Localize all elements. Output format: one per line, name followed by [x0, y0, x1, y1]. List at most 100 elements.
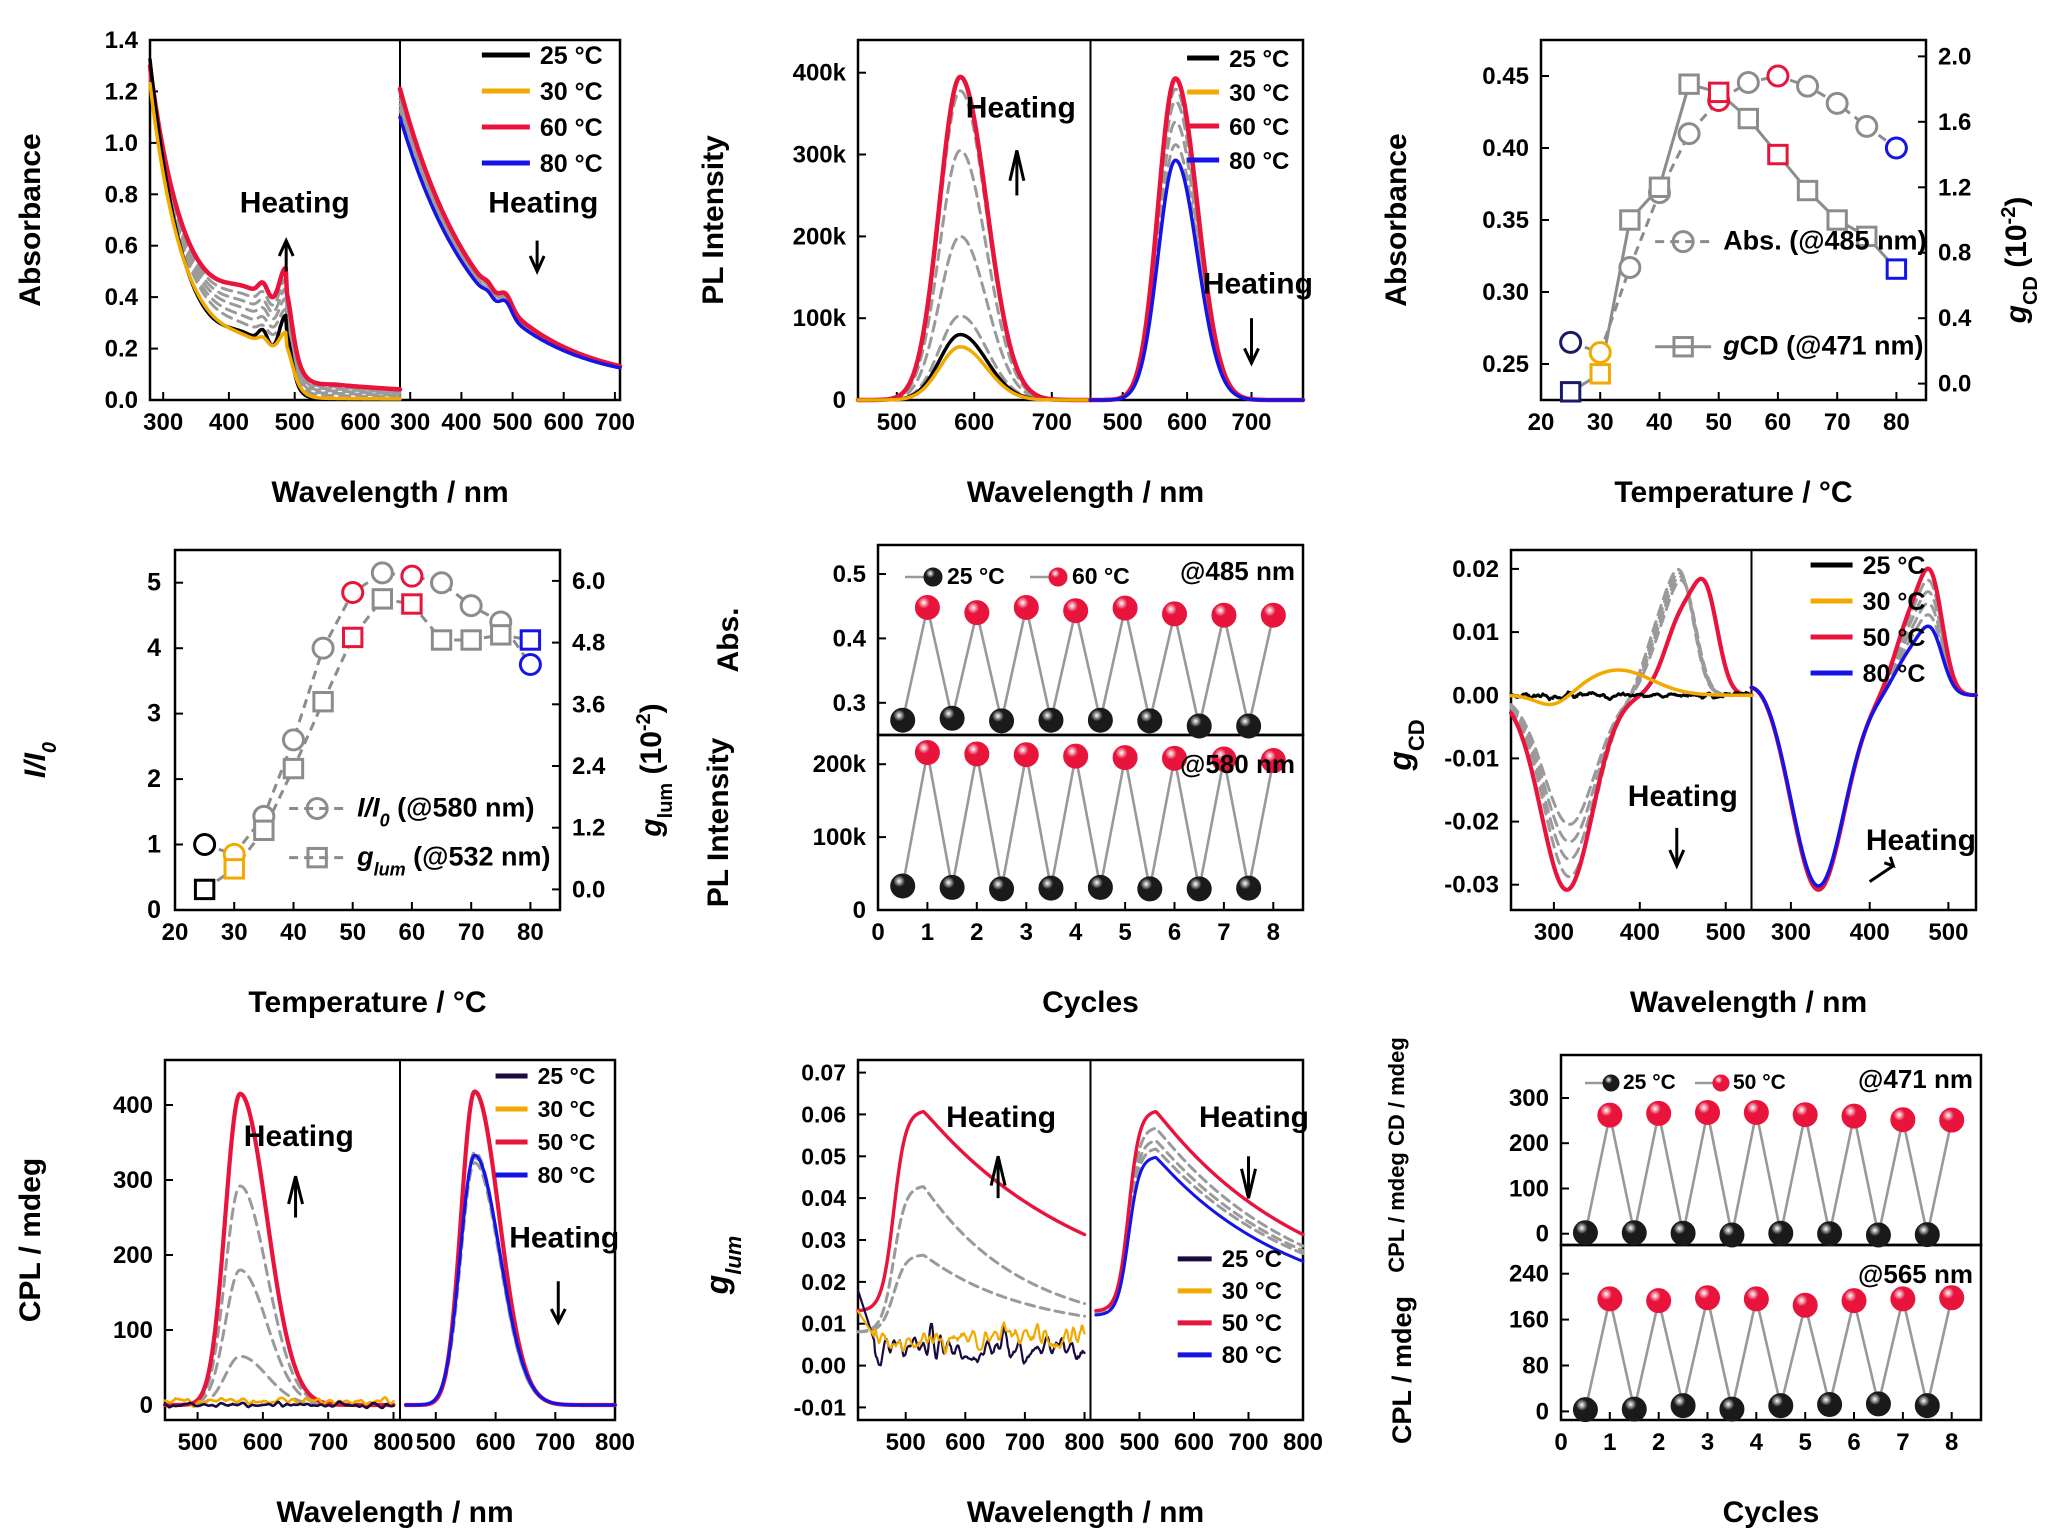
svg-text:400: 400 [209, 409, 249, 436]
svg-text:700: 700 [1231, 409, 1271, 436]
svg-text:70: 70 [1824, 409, 1851, 436]
svg-text:0: 0 [147, 896, 161, 924]
svg-text:600: 600 [476, 1429, 516, 1456]
svg-text:CPL / mdeg: CPL / mdeg [14, 1158, 47, 1322]
svg-text:500: 500 [493, 409, 533, 436]
svg-text:100: 100 [113, 1317, 153, 1344]
svg-text:Heating: Heating [1628, 780, 1738, 813]
svg-text:-0.01: -0.01 [794, 1394, 847, 1420]
svg-text:60 °C: 60 °C [540, 114, 603, 142]
svg-text:300: 300 [1509, 1085, 1549, 1112]
svg-text:0: 0 [1536, 1398, 1549, 1425]
svg-text:0: 0 [1554, 1429, 1567, 1456]
svg-text:6: 6 [1847, 1429, 1860, 1456]
svg-text:80: 80 [1522, 1353, 1549, 1380]
svg-text:700: 700 [308, 1429, 348, 1456]
svg-text:0.00: 0.00 [1452, 682, 1499, 709]
svg-text:1.2: 1.2 [105, 78, 138, 105]
svg-text:0.30: 0.30 [1482, 279, 1529, 306]
svg-text:0.35: 0.35 [1482, 207, 1529, 234]
svg-text:200: 200 [113, 1242, 153, 1269]
svg-text:0.0: 0.0 [572, 876, 605, 903]
svg-text:0.00: 0.00 [801, 1353, 846, 1379]
svg-text:gCD (@471 nm): gCD (@471 nm) [1722, 331, 1923, 361]
svg-text:80 °C: 80 °C [538, 1162, 596, 1188]
svg-text:5: 5 [147, 569, 161, 597]
svg-text:800: 800 [373, 1429, 413, 1456]
svg-text:500: 500 [877, 409, 917, 436]
svg-text:25 °C: 25 °C [1222, 1246, 1282, 1273]
svg-text:@471 nm: @471 nm [1858, 1064, 1973, 1094]
svg-text:600: 600 [340, 409, 380, 436]
svg-text:800: 800 [1283, 1429, 1323, 1456]
svg-text:0.0: 0.0 [1938, 371, 1971, 398]
svg-text:2: 2 [147, 765, 161, 793]
svg-text:80 °C: 80 °C [540, 150, 603, 178]
svg-text:0.45: 0.45 [1482, 63, 1529, 90]
svg-text:700: 700 [595, 409, 635, 436]
svg-text:50: 50 [339, 919, 366, 946]
svg-text:50 °C: 50 °C [538, 1129, 596, 1155]
svg-text:60: 60 [1765, 409, 1792, 436]
svg-text:600: 600 [544, 409, 584, 436]
svg-text:0.04: 0.04 [801, 1185, 846, 1211]
svg-text:2: 2 [970, 919, 983, 946]
svg-text:3: 3 [1020, 919, 1033, 946]
svg-text:Wavelength / nm: Wavelength / nm [1630, 986, 1867, 1019]
svg-text:240: 240 [1509, 1261, 1549, 1288]
svg-text:300: 300 [113, 1167, 153, 1194]
svg-text:@485 nm: @485 nm [1180, 556, 1295, 586]
svg-text:Heating: Heating [488, 186, 598, 219]
svg-text:0.5: 0.5 [833, 561, 866, 588]
svg-text:700: 700 [1032, 409, 1072, 436]
svg-text:Heating: Heating [966, 92, 1076, 125]
svg-text:-0.03: -0.03 [1444, 872, 1499, 899]
svg-text:800: 800 [595, 1429, 635, 1456]
svg-text:Temperature / °C: Temperature / °C [1614, 476, 1852, 509]
svg-text:200: 200 [1509, 1130, 1549, 1157]
svg-text:80 °C: 80 °C [1863, 660, 1926, 688]
svg-text:80 °C: 80 °C [1222, 1342, 1282, 1369]
svg-text:500: 500 [416, 1429, 456, 1456]
svg-text:Absorbance: Absorbance [14, 133, 47, 306]
svg-text:300: 300 [390, 409, 430, 436]
svg-text:400: 400 [1850, 919, 1890, 946]
svg-text:25 °C: 25 °C [1863, 552, 1926, 580]
svg-text:1: 1 [921, 919, 934, 946]
svg-text:300k: 300k [793, 142, 847, 169]
svg-text:0.8: 0.8 [1938, 240, 1971, 267]
svg-text:0.07: 0.07 [801, 1060, 846, 1086]
svg-text:0.8: 0.8 [105, 181, 138, 208]
svg-text:500: 500 [886, 1429, 926, 1456]
svg-text:1: 1 [1603, 1429, 1616, 1456]
svg-text:0.0: 0.0 [105, 387, 138, 414]
svg-text:0: 0 [1536, 1221, 1549, 1248]
svg-text:600: 600 [945, 1429, 985, 1456]
svg-text:800: 800 [1064, 1429, 1104, 1456]
svg-text:100: 100 [1509, 1176, 1549, 1203]
svg-text:8: 8 [1945, 1429, 1958, 1456]
svg-text:400: 400 [1620, 919, 1660, 946]
svg-text:80: 80 [517, 919, 544, 946]
svg-text:Wavelength / nm: Wavelength / nm [967, 1496, 1204, 1529]
svg-text:Abs. (@485 nm): Abs. (@485 nm) [1723, 226, 1926, 256]
svg-text:0.06: 0.06 [801, 1101, 846, 1127]
svg-text:Cycles: Cycles [1723, 1496, 1820, 1529]
svg-text:Heating: Heating [1203, 268, 1313, 301]
svg-text:Wavelength / nm: Wavelength / nm [967, 476, 1204, 509]
svg-text:300: 300 [1534, 919, 1574, 946]
svg-text:25 °C: 25 °C [1623, 1071, 1676, 1094]
svg-text:-0.02: -0.02 [1444, 809, 1499, 836]
svg-text:3.6: 3.6 [572, 691, 605, 718]
svg-text:2: 2 [1652, 1429, 1665, 1456]
svg-text:3: 3 [1701, 1429, 1714, 1456]
svg-text:1.2: 1.2 [572, 815, 605, 842]
svg-text:0.01: 0.01 [801, 1311, 846, 1337]
svg-text:400: 400 [441, 409, 481, 436]
svg-text:4: 4 [1069, 919, 1083, 946]
svg-text:200k: 200k [793, 223, 847, 250]
svg-text:50 °C: 50 °C [1222, 1310, 1282, 1337]
svg-text:0.05: 0.05 [801, 1143, 846, 1169]
svg-text:80: 80 [1883, 409, 1910, 436]
svg-text:600: 600 [1174, 1429, 1214, 1456]
